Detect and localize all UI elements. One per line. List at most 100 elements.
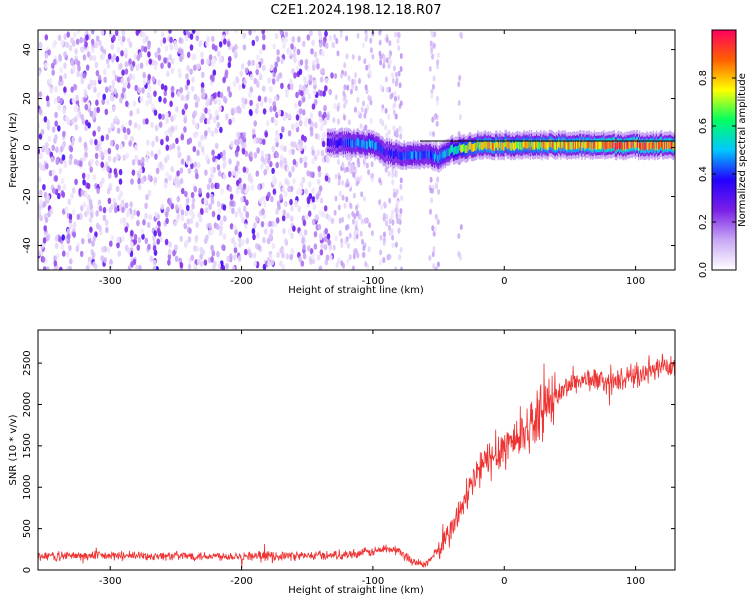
heatmap-noise-cell <box>397 45 401 52</box>
heatmap-noise-cell <box>320 150 325 157</box>
heatmap-signal-cell <box>666 141 668 149</box>
heatmap-noise-cell <box>253 222 257 229</box>
heatmap-noise-cell <box>53 58 57 66</box>
heatmap-noise-cell <box>102 93 106 101</box>
heatmap-noise-cell <box>197 161 201 169</box>
heatmap-noise-cell <box>115 143 119 151</box>
heatmap-noise-cell <box>91 251 96 258</box>
heatmap-noise-cell <box>315 57 320 64</box>
heatmap-signal-cell <box>570 142 573 150</box>
heatmap-noise-cell <box>432 42 436 49</box>
heatmap-signal-cell <box>442 151 444 160</box>
heatmap-noise-cell <box>180 209 185 216</box>
heatmap-noise-cell <box>163 85 168 92</box>
heatmap-noise-cell <box>61 177 65 184</box>
heatmap-noise-cell <box>146 150 150 157</box>
heatmap-noise-cell <box>346 84 350 91</box>
heatmap-noise-cell <box>119 62 123 70</box>
heatmap-noise-cell <box>92 55 97 62</box>
heatmap-noise-cell <box>176 170 180 177</box>
heatmap-noise-cell <box>217 262 221 269</box>
heatmap-noise-cell <box>179 235 183 243</box>
heatmap-noise-cell <box>430 93 434 99</box>
heatmap-noise-cell <box>350 163 354 170</box>
heatmap-signal-cell <box>388 147 391 156</box>
snr-x-ticks: -300 -200 -100 0 100 <box>99 330 645 587</box>
heatmap-noise-cell <box>172 250 176 257</box>
heatmap-noise-cell <box>326 157 330 164</box>
heatmap-signal-cell <box>613 139 616 148</box>
heatmap-noise-cell <box>382 212 386 219</box>
heatmap-noise-cell <box>219 126 223 134</box>
heatmap-noise-cell <box>283 157 287 164</box>
heatmap-noise-cell <box>244 150 249 157</box>
heatmap-noise-cell <box>281 252 285 259</box>
heatmap-noise-cell <box>130 213 135 220</box>
heatmap-signal-cell <box>495 140 497 148</box>
heatmap-signal-cell <box>642 141 644 150</box>
heatmap-signal-cell <box>433 151 435 160</box>
heatmap-noise-cell <box>54 235 59 242</box>
heatmap-signal-cell <box>390 150 392 158</box>
heatmap-noise-cell <box>250 184 255 191</box>
heatmap-noise-cell <box>109 139 114 147</box>
spectrogram-y-tick-label: -20 <box>22 188 33 204</box>
heatmap-noise-cell <box>298 120 303 127</box>
heatmap-noise-cell <box>261 208 265 216</box>
heatmap-noise-cell <box>264 153 269 160</box>
heatmap-noise-cell <box>94 139 98 146</box>
heatmap-noise-cell <box>298 84 303 91</box>
heatmap-noise-cell <box>79 160 83 167</box>
heatmap-noise-cell <box>266 237 271 245</box>
heatmap-noise-cell <box>318 232 323 240</box>
heatmap-noise-cell <box>399 53 403 59</box>
heatmap-signal-cell <box>355 140 357 149</box>
heatmap-noise-cell <box>299 181 304 189</box>
heatmap-noise-cell <box>116 46 121 53</box>
heatmap-signal-cell <box>587 141 589 149</box>
heatmap-signal-cell <box>353 138 355 146</box>
heatmap-noise-cell <box>127 247 131 255</box>
heatmap-noise-cell <box>240 196 244 203</box>
heatmap-noise-cell <box>39 199 43 206</box>
heatmap-noise-cell <box>337 257 341 264</box>
heatmap-noise-cell <box>147 174 152 181</box>
heatmap-signal-cell <box>401 152 403 161</box>
heatmap-noise-cell <box>139 62 144 69</box>
heatmap-noise-cell <box>436 95 439 102</box>
heatmap-noise-cell <box>54 175 58 182</box>
heatmap-noise-cell <box>38 211 42 218</box>
heatmap-noise-cell <box>72 64 76 71</box>
heatmap-noise-cell <box>351 78 355 85</box>
heatmap-noise-cell <box>307 245 311 252</box>
heatmap-noise-cell <box>210 244 214 252</box>
heatmap-noise-cell <box>436 176 440 183</box>
heatmap-noise-cell <box>321 140 326 148</box>
heatmap-noise-cell <box>116 127 121 134</box>
heatmap-noise-cell <box>352 192 356 199</box>
heatmap-noise-cell <box>276 200 281 207</box>
heatmap-signal-cell <box>597 141 599 150</box>
heatmap-noise-cell <box>95 99 99 106</box>
heatmap-noise-cell <box>73 83 77 91</box>
heatmap-signal-cell <box>413 149 415 158</box>
heatmap-noise-cell <box>301 176 306 183</box>
heatmap-noise-cell <box>290 215 294 222</box>
heatmap-signal-cell <box>450 144 453 153</box>
heatmap-noise-cell <box>322 90 326 97</box>
heatmap-noise-cell <box>242 166 247 173</box>
heatmap-noise-cell <box>214 142 219 150</box>
heatmap-noise-cell <box>111 79 116 86</box>
heatmap-signal-cell <box>500 142 502 151</box>
heatmap-noise-cell <box>166 154 170 161</box>
heatmap-noise-cell <box>292 225 296 232</box>
heatmap-noise-cell <box>206 118 211 125</box>
heatmap-noise-cell <box>349 88 353 95</box>
heatmap-noise-cell <box>319 249 324 256</box>
heatmap-noise-cell <box>212 69 217 76</box>
heatmap-noise-cell <box>136 244 141 251</box>
heatmap-noise-cell <box>282 114 287 122</box>
heatmap-noise-cell <box>58 53 62 61</box>
heatmap-noise-cell <box>203 198 208 205</box>
heatmap-signal-cell <box>334 137 336 146</box>
